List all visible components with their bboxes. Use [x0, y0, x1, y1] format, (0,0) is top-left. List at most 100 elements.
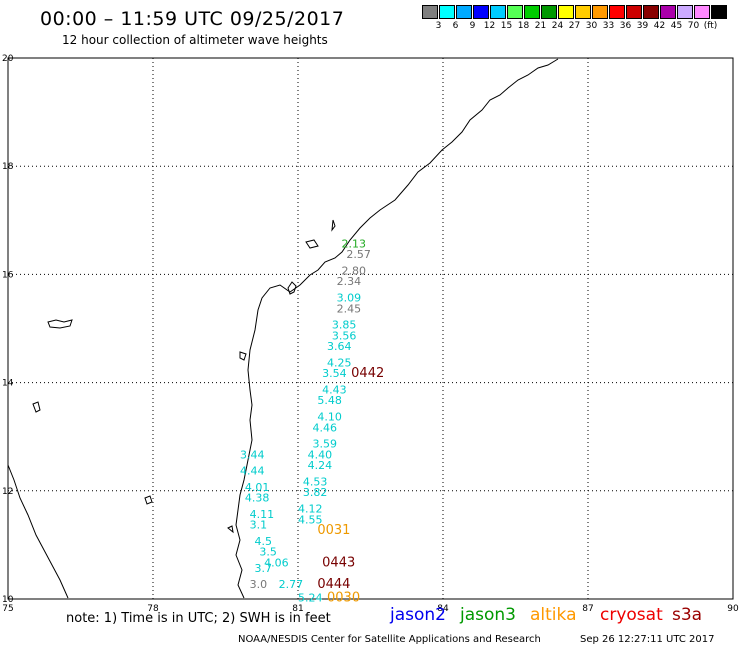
scale-label: 45: [670, 21, 683, 31]
scale-swatch: [473, 5, 489, 19]
scale-swatch: [575, 5, 591, 19]
wave-height-label: 2.77: [279, 578, 304, 591]
scale-label: 24: [551, 21, 564, 31]
color-scale: [422, 5, 728, 19]
wave-height-label: 3.44: [240, 448, 265, 461]
x-tick-label: 78: [147, 604, 159, 614]
scale-label: (ft): [703, 21, 718, 31]
y-tick-label: 14: [2, 379, 14, 389]
scale-label: 39: [636, 21, 649, 31]
scale-label: 3: [435, 21, 442, 31]
wave-height-label: 3.54: [322, 367, 347, 380]
wave-height-label: 2.80: [342, 264, 367, 277]
scale-label: 70: [687, 21, 700, 31]
wave-height-label: 4.24: [308, 459, 333, 472]
scale-swatch: [524, 5, 540, 19]
scale-label: 30: [585, 21, 598, 31]
pass-time-label: 0030: [327, 591, 360, 606]
wave-height-label: 4.12: [298, 502, 323, 515]
generated-timestamp: Sep 26 12:27:11 UTC 2017: [580, 634, 715, 645]
legend-jason2: jason2: [390, 605, 446, 625]
legend-s3a: s3a: [672, 605, 703, 625]
pass-time-label: 0031: [317, 523, 350, 538]
wave-height-label: 4.11: [250, 508, 275, 521]
y-tick-label: 16: [2, 270, 14, 280]
altimeter-tracks: 2.132.57 2.802.34 3.092.45 3.853.563.64 4.25…: [240, 237, 384, 605]
wave-height-label: 4.25: [327, 356, 352, 369]
wave-height-label: 5.24: [298, 592, 323, 605]
wave-height-label: 4.40: [308, 448, 333, 461]
wave-height-label: 5.48: [317, 394, 342, 407]
scale-swatch: [439, 5, 455, 19]
wave-height-label: 3.7: [255, 562, 273, 575]
wave-height-label: 4.06: [264, 557, 289, 570]
map-subtitle: 12 hour collection of altimeter wave hei…: [62, 33, 328, 47]
scale-label: 6: [452, 21, 459, 31]
scale-swatch: [422, 5, 438, 19]
wave-height-label: 4.44: [240, 465, 265, 478]
scale-label: 15: [500, 21, 513, 31]
color-scale-labels: 3 6 9 12 15 18 21 24 27 30 33 36 39 42 45 70 (ft): [430, 21, 719, 31]
pass-time-label: 0444: [317, 577, 350, 592]
wave-height-label: 3.09: [337, 291, 362, 304]
wave-height-label: 4.10: [317, 410, 342, 423]
island-4: [305, 239, 319, 249]
scale-swatch: [643, 5, 659, 19]
wave-height-label: 3.56: [332, 329, 357, 342]
island-3: [239, 351, 247, 361]
legend-cryosat: cryosat: [600, 605, 663, 625]
wave-height-label: 3.82: [303, 486, 328, 499]
wave-height-label: 2.57: [346, 248, 371, 261]
scale-swatch: [490, 5, 506, 19]
wave-height-label: 3.0: [250, 578, 268, 591]
credit-line: NOAA/NESDIS Center for Satellite Applica…: [238, 634, 541, 645]
wave-height-label: 3.5: [259, 546, 277, 559]
scale-swatch: [541, 5, 557, 19]
x-tick-label: 84: [437, 604, 449, 614]
pass-time-label: 0442: [351, 366, 384, 381]
y-tick-label: 10: [2, 595, 14, 605]
island-6: [144, 495, 153, 505]
wave-height-label: 4.46: [313, 421, 338, 434]
wave-height-label: 2.45: [337, 302, 362, 315]
scale-label: 36: [619, 21, 632, 31]
coastline-west-coast: [7, 464, 69, 599]
coastline-delta: [287, 281, 297, 295]
x-tick-label: 87: [582, 604, 593, 614]
wave-height-label: 2.13: [342, 237, 367, 250]
wave-height-label: 4.5: [255, 535, 273, 548]
wave-height-label: 3.64: [327, 340, 352, 353]
scale-label: 12: [483, 21, 496, 31]
wave-height-label: 4.55: [298, 513, 323, 526]
scale-swatch: [609, 5, 625, 19]
scale-swatch: [592, 5, 608, 19]
scale-swatch: [711, 5, 727, 19]
wave-height-label: 4.38: [245, 492, 269, 505]
scale-swatch: [694, 5, 710, 19]
map-title: 00:00 – 11:59 UTC 09/25/2017: [40, 8, 345, 30]
map-frame: [7, 57, 734, 600]
wave-height-label: 3.1: [250, 519, 268, 532]
scale-label: 21: [534, 21, 547, 31]
wave-height-label: 3.85: [332, 319, 357, 332]
island-5: [331, 219, 336, 232]
scale-label: 33: [602, 21, 615, 31]
x-tick-label: 81: [292, 604, 303, 614]
x-tick-label: 75: [2, 604, 13, 614]
island-7: [227, 525, 234, 534]
scale-swatch: [456, 5, 472, 19]
island-1: [47, 319, 73, 329]
scale-label: 9: [469, 21, 476, 31]
wave-height-label: 4.53: [303, 475, 328, 488]
scale-swatch: [558, 5, 574, 19]
scale-swatch: [660, 5, 676, 19]
coastline-east-coast: [235, 58, 559, 599]
scale-label: 18: [517, 21, 530, 31]
y-tick-label: 20: [2, 54, 14, 64]
y-tick-label: 12: [2, 487, 13, 497]
pass-time-label: 0443: [322, 556, 355, 571]
x-tick-label: 90: [727, 604, 739, 614]
scale-label: 27: [568, 21, 581, 31]
legend-jason3: jason3: [460, 605, 516, 625]
